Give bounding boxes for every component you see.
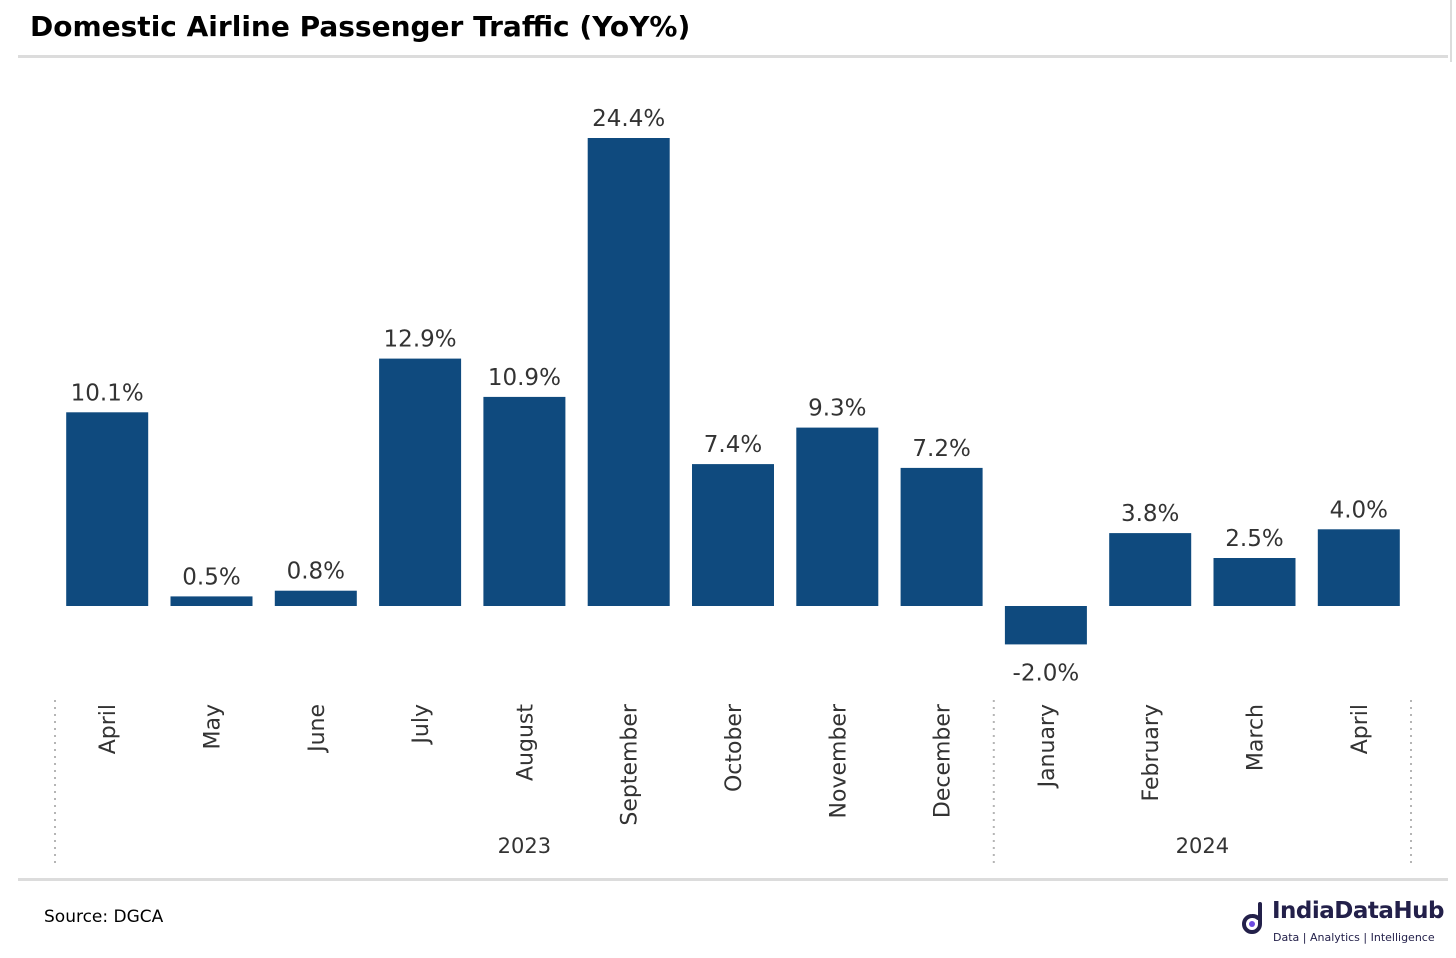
data-label: 12.9% [384, 327, 457, 353]
bar [1109, 533, 1192, 606]
x-tick-label: April [1348, 704, 1373, 754]
x-tick-label: August [513, 704, 538, 781]
x-tick-label: October [722, 703, 747, 792]
x-tick-label: April [96, 704, 121, 754]
x-tick-label: December [931, 703, 956, 818]
data-label: 10.1% [71, 380, 144, 406]
data-label: 2.5% [1225, 526, 1283, 552]
x-tick-label: July [409, 704, 434, 746]
x-tick-label: January [1035, 704, 1060, 789]
frame-edge [1450, 0, 1452, 62]
brand-logo: IndiaDataHub Data | Analytics | Intellig… [1238, 898, 1450, 950]
x-tick-label: May [201, 704, 226, 749]
bar [692, 464, 774, 606]
data-label: 9.3% [808, 396, 866, 422]
bar [587, 138, 670, 606]
logo-tagline: Data | Analytics | Intelligence [1273, 931, 1435, 944]
data-label: -2.0% [1013, 660, 1080, 686]
data-label: 0.8% [287, 559, 345, 585]
bar [379, 358, 462, 606]
source-note: Source: DGCA [44, 907, 164, 927]
data-label: 7.4% [704, 432, 762, 458]
bar [483, 396, 566, 606]
group-label: 2023 [498, 834, 551, 858]
x-tick-label: June [305, 704, 330, 754]
data-label: 3.8% [1121, 501, 1179, 527]
data-label: 0.5% [182, 564, 240, 590]
bar [274, 590, 357, 606]
data-label: 4.0% [1330, 497, 1388, 523]
title-divider [18, 55, 1448, 58]
bar [796, 427, 879, 606]
footer-divider [18, 878, 1448, 881]
group-label: 2024 [1176, 834, 1229, 858]
bar [900, 467, 983, 606]
bar [1317, 529, 1400, 606]
logo-name: IndiaDataHub [1272, 898, 1445, 924]
x-tick-label: September [618, 703, 643, 826]
x-tick-label: February [1139, 704, 1164, 802]
bar [170, 596, 253, 606]
bar-chart: 10.1% April 0.5% May 0.8% June 12.9% July 10.9% A… [54, 106, 1412, 866]
x-tick-label: November [826, 703, 851, 818]
bar [1004, 606, 1087, 645]
bar [66, 412, 149, 606]
data-label: 7.2% [912, 436, 970, 462]
data-label: 24.4% [592, 106, 665, 132]
logo-mark-icon [1242, 902, 1262, 934]
bar [1213, 558, 1296, 606]
chart-title: Domestic Airline Passenger Traffic (YoY%… [30, 10, 691, 43]
x-tick-label: March [1244, 704, 1269, 771]
data-label: 10.9% [488, 365, 561, 391]
